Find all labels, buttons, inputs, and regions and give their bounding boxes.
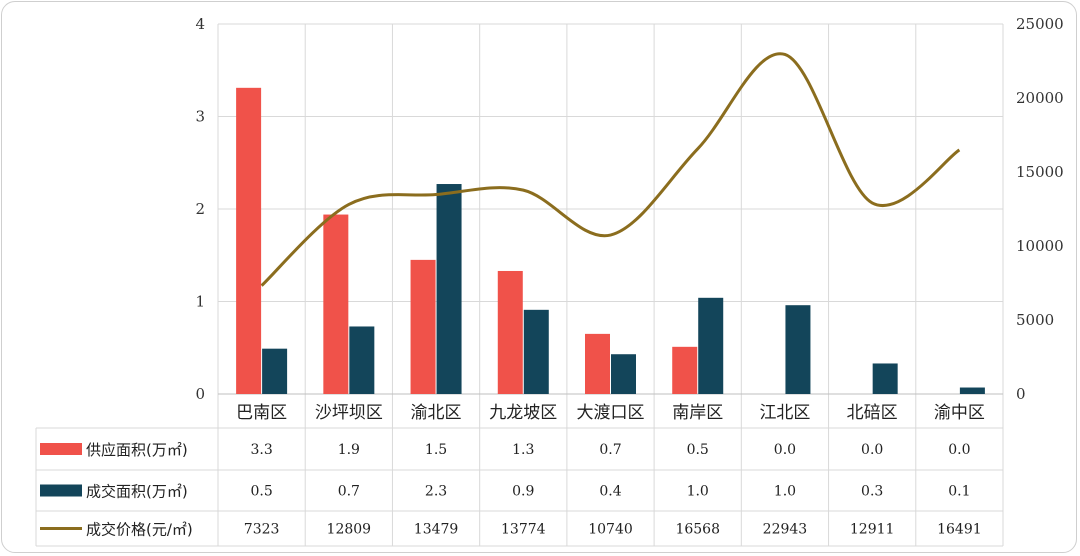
table-cell: 12911	[850, 522, 895, 538]
bar-transaction-area	[785, 305, 811, 394]
bar-supply-area	[323, 214, 349, 394]
table-cell: 10740	[588, 522, 633, 538]
table-cell: 16491	[937, 522, 982, 538]
table-cell: 0.5	[250, 484, 272, 500]
bar-supply-area	[672, 346, 698, 394]
bar-transaction-area	[349, 326, 375, 394]
y-left-tick-label: 3	[195, 108, 205, 126]
y-left-tick-label: 1	[195, 293, 205, 311]
y-left-tick-label: 2	[195, 200, 205, 218]
bar-transaction-area	[436, 184, 462, 394]
table-cell: 0.0	[774, 442, 796, 458]
bar-supply-area	[585, 333, 610, 394]
bar-transaction-area	[959, 387, 985, 394]
bar-transaction-area	[872, 363, 898, 394]
category-label: 渝中区	[934, 403, 985, 423]
table-cell: 13479	[414, 522, 459, 538]
legend-key-transaction-area	[40, 484, 82, 497]
category-label: 江北区	[759, 403, 810, 423]
table-cell: 0.0	[861, 442, 883, 458]
category-label: 巴南区	[236, 403, 287, 423]
table-cell: 16568	[675, 522, 720, 538]
table-cell: 1.3	[512, 442, 534, 458]
y-right-tick-label: 15000	[1016, 163, 1064, 181]
category-label: 渝北区	[411, 403, 462, 423]
y-right-tick-label: 0	[1016, 385, 1026, 403]
table-cell: 12809	[327, 522, 372, 538]
bar-transaction-area	[523, 309, 549, 394]
table-cell: 1.0	[774, 484, 796, 500]
table-cell: 1.9	[338, 442, 360, 458]
table-row-label: 成交面积(万㎡)	[86, 483, 188, 501]
y-left-tick-label: 0	[195, 385, 205, 403]
legend-key-supply-area	[40, 443, 82, 455]
table-cell: 7323	[244, 522, 280, 538]
table-row-label: 成交价格(元/㎡)	[86, 521, 193, 539]
category-label: 北碚区	[847, 403, 898, 423]
table-cell: 13774	[501, 522, 546, 538]
table-cell: 1.5	[425, 442, 447, 458]
category-label: 九龙坡区	[489, 403, 557, 423]
y-right-tick-label: 20000	[1016, 89, 1064, 107]
table-cell: 2.3	[425, 484, 447, 500]
table-row-label: 供应面积(万㎡)	[86, 441, 188, 459]
y-right-tick-label: 25000	[1016, 15, 1064, 33]
y-right-tick-label: 10000	[1016, 237, 1064, 255]
category-label: 大渡口区	[577, 403, 645, 423]
price-line	[260, 52, 961, 287]
table-cell: 0.1	[948, 484, 970, 500]
table-cell: 1.0	[687, 484, 709, 500]
bar-supply-area	[410, 259, 436, 394]
bar-supply-area	[497, 270, 523, 394]
bar-supply-area	[236, 87, 262, 394]
bar-transaction-area	[611, 354, 636, 394]
table-cell: 0.7	[599, 442, 621, 458]
y-left-tick-label: 4	[195, 15, 205, 33]
table-cell: 0.3	[861, 484, 883, 500]
category-label: 南岸区	[672, 403, 723, 423]
table-cell: 0.5	[687, 442, 709, 458]
table-cell: 0.4	[599, 484, 621, 500]
category-label: 沙坪坝区	[315, 403, 383, 423]
table-cell: 3.3	[250, 442, 272, 458]
table-cell: 22943	[763, 522, 808, 538]
y-right-tick-label: 5000	[1016, 311, 1054, 329]
bar-transaction-area	[262, 348, 288, 394]
table-cell: 0.7	[338, 484, 360, 500]
table-cell: 0.9	[512, 484, 534, 500]
table-cell: 0.0	[948, 442, 970, 458]
bar-transaction-area	[698, 297, 724, 394]
